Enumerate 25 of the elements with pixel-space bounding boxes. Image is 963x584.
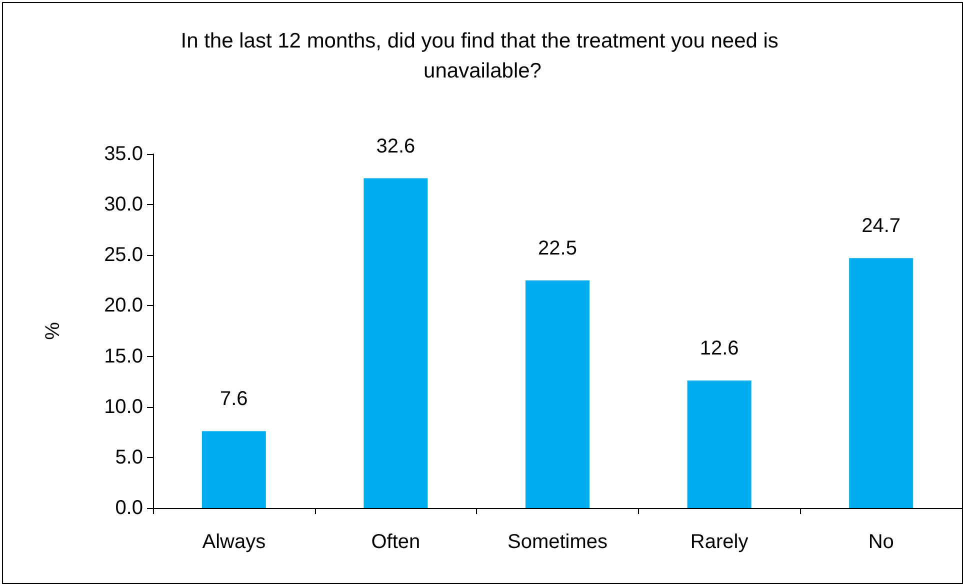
bar: [849, 258, 914, 508]
y-tick-label: 5.0: [115, 446, 143, 468]
bar: [364, 178, 428, 508]
chart-title: In the last 12 months, did you find that the treatment you need is unavailable?: [180, 30, 784, 82]
bar: [202, 431, 266, 508]
y-tick-label: 10.0: [104, 396, 143, 418]
x-tick-label: Always: [202, 531, 266, 553]
x-tick-label: Rarely: [690, 531, 748, 553]
y-axis-title: %: [42, 322, 64, 340]
data-label: 12.6: [700, 338, 739, 360]
x-tick-label: No: [868, 531, 894, 553]
y-tick-label: 15.0: [104, 345, 143, 368]
data-label: 7.6: [220, 388, 248, 410]
bar: [687, 380, 752, 508]
x-tick-label: Sometimes: [507, 531, 608, 553]
x-tick-label: Often: [371, 531, 420, 553]
data-label: 32.6: [376, 135, 416, 158]
data-label: 22.5: [538, 237, 577, 260]
y-tick-label: 20.0: [104, 294, 143, 317]
y-tick-label: 0.0: [115, 497, 143, 519]
bar: [526, 280, 590, 508]
y-tick-label: 30.0: [104, 194, 143, 216]
data-label: 24.7: [862, 215, 901, 238]
y-tick-label: 25.0: [104, 244, 143, 266]
y-tick-label: 35.0: [104, 143, 143, 165]
